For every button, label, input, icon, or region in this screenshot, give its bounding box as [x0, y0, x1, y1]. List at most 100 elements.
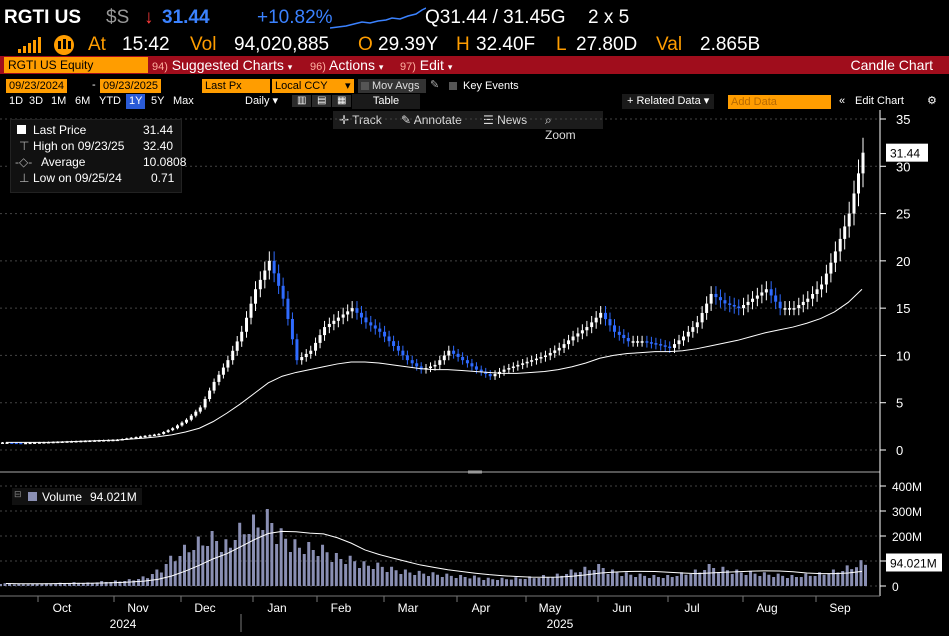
volume-bar	[385, 572, 389, 586]
key-events-label: Key Events	[463, 80, 519, 92]
volume-bar	[238, 522, 242, 586]
candle	[277, 273, 281, 286]
period-max[interactable]: Max	[173, 95, 194, 107]
volume-bar	[712, 568, 716, 586]
pencil-icon[interactable]: ✎	[430, 79, 440, 91]
candle	[861, 152, 865, 174]
frequency-select[interactable]: Daily ▾	[245, 95, 279, 107]
candle	[304, 353, 308, 358]
y-tick-label: 400M	[892, 480, 922, 494]
volume-bar	[652, 575, 656, 586]
security-field[interactable]: RGTI US Equity	[4, 57, 148, 73]
mov-avgs-toggle[interactable]: Mov Avgs	[358, 79, 426, 93]
volume-bar	[68, 583, 72, 586]
candle	[405, 355, 409, 361]
candle	[677, 340, 681, 345]
candle	[336, 317, 340, 321]
volume-bar	[72, 582, 76, 586]
volume-bar	[8, 583, 11, 586]
candle	[166, 430, 170, 433]
volume-bar	[610, 569, 614, 586]
candle	[180, 422, 184, 426]
y-tick-label: 30	[896, 159, 910, 174]
news-label: News	[497, 113, 528, 127]
volume-bar	[132, 580, 136, 586]
candle	[815, 289, 819, 295]
candle	[714, 293, 718, 298]
period-3d[interactable]: 3D	[29, 95, 44, 107]
candle	[742, 305, 746, 309]
date-separator: -	[92, 79, 96, 91]
candle	[134, 437, 138, 439]
volume-bar	[357, 568, 361, 586]
period-5y[interactable]: 5Y	[151, 95, 165, 107]
candle	[824, 273, 828, 285]
gauge-icon[interactable]	[52, 34, 76, 56]
add-data-input[interactable]: Add Data	[728, 95, 831, 109]
currency-select[interactable]: Local CCY	[272, 79, 344, 93]
candle	[415, 363, 419, 367]
candle	[309, 350, 313, 354]
x-tick-label: Jun	[612, 601, 631, 615]
candle	[548, 352, 552, 356]
candle	[28, 442, 32, 445]
related-data-dropdown[interactable]: + Related Data ▾	[622, 94, 715, 109]
bar-style-icon[interactable]: ▤	[312, 95, 332, 107]
start-date-field[interactable]: 09/23/2024	[6, 79, 68, 93]
table-button[interactable]: Table	[352, 94, 420, 109]
candle	[755, 295, 759, 299]
candle	[530, 360, 534, 362]
chart-type-icon[interactable]: ▥	[292, 95, 312, 107]
legend-high-label: High on 09/23/25	[33, 139, 125, 153]
currency-dropdown-icon[interactable]: ▾	[342, 79, 354, 93]
candle	[212, 381, 216, 391]
period-ytd[interactable]: YTD	[99, 95, 121, 107]
annotate-button[interactable]: ✎ Annotate	[401, 113, 462, 127]
zoom-button[interactable]: ⌕ Zoom	[545, 113, 576, 142]
end-date-field[interactable]: 09/23/2025	[100, 79, 162, 93]
period-1y[interactable]: 1Y	[126, 94, 146, 109]
volume-bar	[845, 565, 849, 586]
last-volume-marker	[886, 553, 942, 572]
actions-menu[interactable]: 96) Actions ▾	[310, 56, 383, 76]
x-tick-label: Nov	[127, 601, 148, 615]
volume-bar	[643, 575, 647, 586]
period-1d[interactable]: 1D	[9, 95, 24, 107]
collapse-panel-icon[interactable]: ⊟	[14, 489, 22, 499]
ticker[interactable]: RGTI US	[4, 7, 82, 28]
volume-bar	[592, 570, 596, 586]
volume-legend: ⊟ Volume 94.021M	[12, 488, 142, 505]
volume-bar	[86, 582, 90, 586]
mov-avgs-checkbox[interactable]	[361, 82, 369, 90]
volume-bar	[95, 582, 99, 586]
suggested-charts-menu[interactable]: 94) Suggested Charts ▾	[152, 56, 292, 76]
candle	[429, 366, 432, 369]
edit-chart-button[interactable]: Edit Chart	[850, 94, 909, 109]
volume-bar	[417, 570, 421, 586]
last-price-swatch-icon	[17, 125, 26, 134]
period-6m[interactable]: 6M	[75, 95, 91, 107]
collapse-icon[interactable]: «	[839, 95, 846, 107]
y-tick-label: 5	[896, 396, 903, 411]
y-tick-label: 35	[896, 112, 910, 127]
edit-menu[interactable]: 97) Edit ▾	[400, 56, 452, 76]
candle	[452, 350, 456, 354]
candle	[203, 399, 207, 408]
period-1m[interactable]: 1M	[51, 95, 67, 107]
volume-bar	[859, 560, 863, 586]
candle	[387, 336, 391, 342]
settings-gear-icon[interactable]: ⚙	[927, 95, 937, 107]
key-events-checkbox[interactable]	[449, 82, 457, 90]
track-button[interactable]: ✛ Track	[339, 113, 382, 127]
legend-avg-value: 10.0808	[143, 155, 187, 169]
candle	[801, 301, 805, 306]
grid-icon[interactable]: ▦	[332, 95, 352, 107]
sparkline	[330, 7, 426, 29]
candle	[709, 293, 713, 304]
candle	[19, 442, 23, 445]
legend-high-value: 32.40	[143, 139, 174, 153]
news-button[interactable]: ☰ News	[483, 113, 528, 127]
field-select[interactable]: Last Px	[202, 79, 270, 93]
volume-bar	[781, 575, 785, 586]
